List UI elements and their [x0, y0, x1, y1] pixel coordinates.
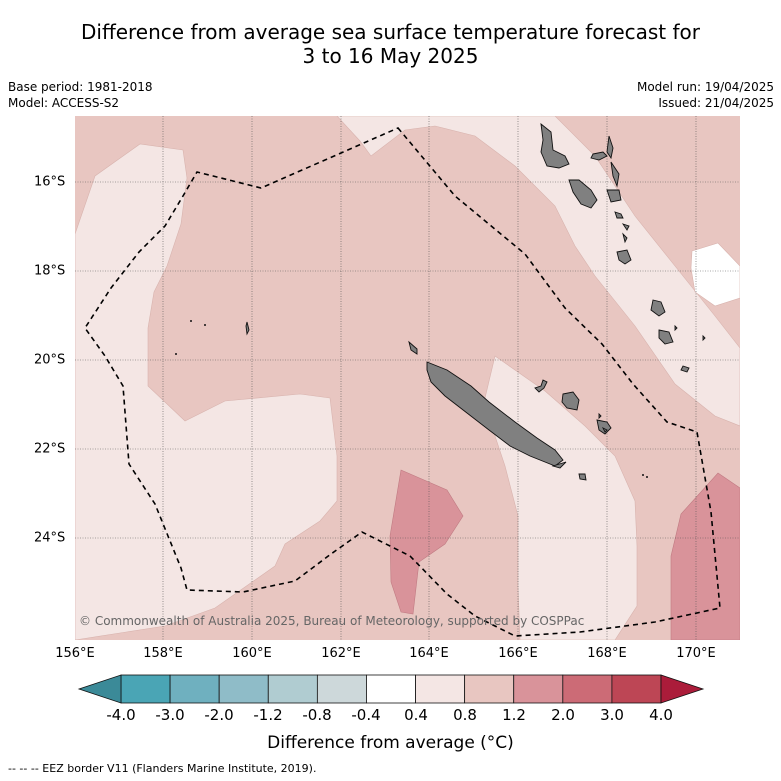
colorbar-swatch [464, 674, 515, 704]
island-erromango [650, 299, 666, 317]
base-period-label: Base period: 1981-2018 [8, 80, 153, 94]
island-aneityum [680, 365, 690, 373]
model-run-label: Model run: 19/04/2025 [636, 80, 774, 94]
lat-label-18: 18°S [34, 263, 66, 279]
island-maewo [606, 135, 614, 160]
anomaly-region-0.4-0.8-southeast [484, 355, 638, 640]
lat-label-20: 20°S [34, 352, 66, 368]
island-ouvea [534, 379, 548, 393]
eez-border [84, 127, 721, 637]
eez-legend-note: -- -- -- EEZ border V11 (Flanders Marine… [8, 762, 317, 775]
island-lifou [561, 391, 580, 411]
anomaly-region-1.2-2.0-south [389, 469, 464, 615]
lon-label-164: 164°E [409, 646, 449, 661]
island-isle-of-pines [578, 473, 587, 481]
colorbar-swatch [562, 674, 613, 704]
copyright-notice: © Commonwealth of Australia 2025, Bureau… [79, 614, 585, 628]
island-espiritu-santo [540, 122, 570, 169]
small-islets [175, 320, 648, 478]
colorbar-title: Difference from average (°C) [267, 733, 514, 753]
island-belep [408, 340, 418, 355]
colorbar-tick: 3.0 [600, 706, 624, 724]
colorbar-tick: -3.0 [155, 706, 185, 724]
new-caledonia-island [426, 361, 564, 467]
island-pentecost [610, 161, 620, 188]
colorbar-tick: 4.0 [649, 706, 673, 724]
issued-label: Issued: 21/04/2025 [658, 96, 774, 110]
lon-label-158: 158°E [143, 646, 183, 661]
colorbar-tick: -0.8 [302, 706, 332, 724]
lat-label-16: 16°S [34, 174, 66, 190]
colorbar-tick: 2.0 [551, 706, 575, 724]
colorbar-tick: -2.0 [204, 706, 234, 724]
anomaly-region-1.2-2.0-southeast [670, 472, 740, 640]
colorbar-swatch [366, 674, 416, 704]
lon-label-166: 166°E [498, 646, 538, 661]
island-tanna [658, 329, 674, 345]
island-mare [596, 419, 612, 435]
lat-label-24: 24°S [34, 530, 66, 546]
colorbar-tick: 1.2 [502, 706, 526, 724]
lon-label-168: 168°E [587, 646, 627, 661]
island-malakula [568, 179, 598, 209]
land-masses [245, 122, 706, 481]
chart-title-line1: Difference from average sea surface temp… [80, 20, 700, 44]
colorbar-tick: 0.8 [453, 706, 477, 724]
map-svg [75, 116, 740, 640]
model-label: Model: ACCESS-S2 [8, 96, 120, 110]
colorbar-swatch [513, 674, 564, 704]
colorbar-swatch [267, 674, 318, 704]
lon-label-162: 162°E [321, 646, 361, 661]
island-efate [616, 249, 632, 265]
chesterfield-reef [245, 321, 250, 336]
graticule [75, 116, 740, 640]
lon-label-170: 170°E [676, 646, 716, 661]
colorbar-swatch [120, 674, 171, 704]
colorbar-swatch [611, 674, 662, 704]
sst-anomaly-map[interactable] [75, 116, 740, 640]
colorbar-low-extension [77, 674, 122, 704]
anomaly-region-0.4-0.8-west [75, 143, 338, 640]
colorbar-tick: -1.2 [253, 706, 283, 724]
lon-label-160: 160°E [232, 646, 272, 661]
lon-label-156: 156°E [55, 646, 95, 661]
colorbar-swatch [218, 674, 269, 704]
colorbar-tick: 0.4 [404, 706, 428, 724]
colorbar-swatch [169, 674, 220, 704]
colorbar-high-extension [660, 674, 705, 704]
colorbar-tick: -0.4 [351, 706, 381, 724]
lat-label-22: 22°S [34, 441, 66, 457]
chart-title-line2: 3 to 16 May 2025 [302, 44, 479, 68]
colorbar-swatch [415, 674, 466, 704]
anomaly-region-0.4-0.8-northeast [336, 116, 740, 427]
colorbar-tick: -4.0 [106, 706, 136, 724]
island-ambrym [606, 189, 622, 203]
colorbar-swatches [120, 674, 662, 704]
colorbar-swatch [316, 674, 367, 704]
anomaly-region-near-zero [690, 242, 740, 307]
